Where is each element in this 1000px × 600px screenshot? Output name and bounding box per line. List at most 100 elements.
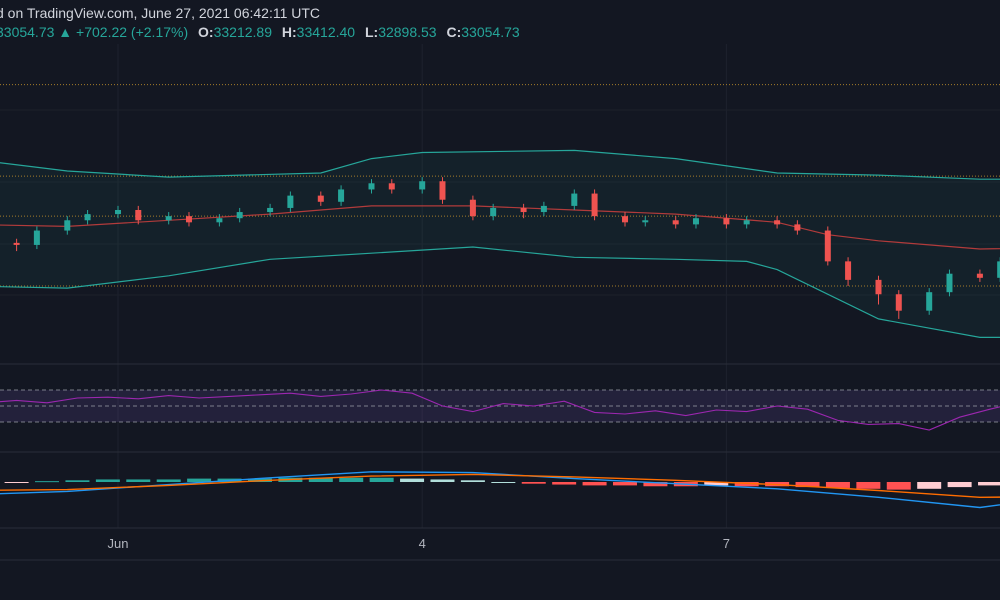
published-text: d on TradingView.com, June 27, 2021 06:4… — [0, 5, 321, 21]
candle-body — [490, 207, 497, 217]
candle-body — [236, 212, 243, 219]
rsi-pane — [0, 389, 1000, 431]
candle-body — [622, 216, 628, 223]
candle-body — [216, 218, 223, 223]
candle-body — [64, 220, 71, 231]
macd-histogram-bar — [613, 482, 637, 486]
last-price: 33054.73 — [0, 24, 55, 40]
candle-body — [338, 189, 345, 202]
candle-body — [439, 181, 446, 200]
candle-body — [469, 199, 476, 217]
x-axis: Jun471014172124 — [108, 536, 731, 551]
candle-body — [135, 210, 142, 221]
candle-body — [13, 242, 20, 245]
candle-body — [591, 193, 598, 217]
macd-histogram-bar — [430, 479, 455, 482]
ohlc-open-value: 33212.89 — [213, 24, 272, 40]
macd-histogram-bar — [460, 480, 485, 482]
macd-histogram-bar — [856, 482, 881, 489]
x-tick-label: Jun — [108, 536, 129, 551]
macd-pane — [0, 471, 1000, 509]
candle-body — [845, 261, 852, 280]
candle-body — [165, 216, 172, 221]
macd-histogram-bar — [582, 482, 607, 486]
macd-histogram-bar — [187, 478, 212, 482]
ohlc-close-label: C: — [446, 24, 462, 40]
macd-histogram-bar — [734, 482, 759, 487]
ohlc-high-label: H: — [281, 24, 297, 40]
macd-histogram-bar — [400, 478, 425, 482]
ohlc-open-label: O: — [198, 24, 214, 40]
bollinger-lower — [0, 246, 1000, 338]
candle-body — [976, 273, 983, 278]
price-pane — [0, 84, 1000, 338]
candle-body — [33, 230, 40, 245]
bollinger-upper — [0, 149, 1000, 180]
candle-body — [84, 214, 91, 221]
candle-body — [946, 273, 953, 293]
price-change: +702.22 (+2.17%) — [76, 24, 189, 40]
candle-body — [692, 218, 699, 225]
rsi-band-lines — [0, 389, 1000, 423]
macd-histogram-bar — [156, 479, 181, 482]
candle-body — [997, 261, 1000, 278]
macd-histogram-bar — [4, 482, 29, 483]
candles — [13, 177, 1000, 319]
up-triangle-icon: ▲ — [58, 24, 73, 40]
macd-line — [0, 471, 1000, 509]
candle-body — [824, 230, 831, 262]
candle-body — [743, 220, 750, 225]
candle-body — [267, 207, 274, 213]
candle-body — [115, 210, 121, 215]
ohlc-high-value: 33412.40 — [296, 24, 356, 40]
macd-histogram-bar — [552, 482, 577, 485]
macd-histogram-bar — [825, 482, 850, 488]
macd-histogram-bar — [978, 482, 1000, 486]
macd-histogram-bar — [643, 482, 668, 487]
macd-histogram-bar — [65, 480, 90, 482]
candle-body — [317, 195, 324, 202]
candle-body — [185, 216, 192, 223]
rsi-line — [0, 389, 1000, 431]
ohlc-low-label: L: — [364, 24, 379, 40]
macd-histogram-bar — [35, 481, 60, 483]
macd-histogram-bar — [704, 482, 729, 486]
candle-body — [388, 183, 395, 190]
bollinger-fill — [0, 150, 1000, 338]
signal-line — [0, 473, 1000, 499]
header-line-1: d on TradingView.com, June 27, 2021 06:4… — [0, 5, 320, 21]
macd-histogram-bar — [126, 479, 151, 482]
candle-body — [419, 181, 426, 190]
candle-body — [540, 205, 547, 213]
macd-histogram-bar — [339, 477, 364, 482]
candle-body — [723, 218, 730, 225]
candle-body — [571, 193, 578, 206]
macd-histogram-bar — [947, 482, 972, 488]
macd-histogram-bar — [369, 477, 394, 482]
candle-body — [794, 224, 801, 231]
candle-body — [287, 195, 294, 208]
macd-histogram-bar — [795, 482, 820, 488]
candle-body — [368, 183, 375, 190]
macd-histogram-bar — [886, 482, 911, 490]
ohlc-low-value: 32898.53 — [378, 24, 437, 40]
x-tick-label: 4 — [419, 536, 426, 551]
macd-histogram-bar — [491, 482, 516, 483]
header-line-2: 33054.73 ▲ +702.22 (+2.17%) O:33212.89 H… — [0, 24, 526, 40]
candle-body — [895, 294, 902, 311]
candle-body — [875, 279, 882, 295]
candle-body — [642, 220, 649, 223]
candle-body — [672, 220, 679, 225]
candle-body — [926, 292, 933, 311]
chart-header: d on TradingView.com, June 27, 2021 06:4… — [0, 0, 1000, 44]
macd-histogram-bar — [917, 482, 942, 489]
macd-histogram-bar — [521, 482, 546, 484]
macd-histogram-bar — [308, 477, 333, 482]
macd-histogram-bar — [95, 479, 120, 482]
x-tick-label: 7 — [723, 536, 730, 551]
ohlc-close-value: 33054.73 — [461, 24, 520, 40]
candle-body — [520, 207, 527, 213]
candle-body — [774, 220, 781, 225]
